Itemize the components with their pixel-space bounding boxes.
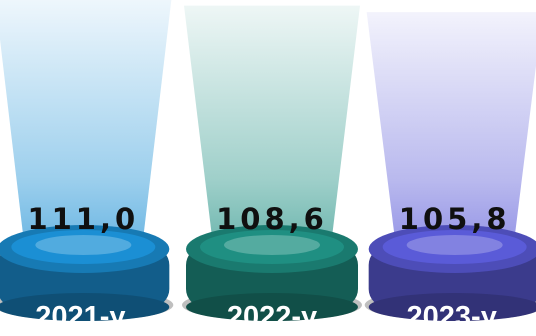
bar-beam-2022-y bbox=[184, 5, 360, 237]
pedestal-base bbox=[368, 293, 536, 321]
category-label-2023-y.: 2023-y. bbox=[407, 301, 503, 333]
pedestal-highlight bbox=[406, 235, 503, 255]
bar-beam-2023-y. bbox=[366, 12, 536, 237]
value-label-2023-y.: 105,8 bbox=[399, 202, 511, 236]
category-label-2021-y.: 2021-y. bbox=[35, 301, 131, 333]
pedestal-highlight bbox=[35, 235, 132, 255]
pedestal-base bbox=[186, 293, 358, 321]
pedestal-2022-y bbox=[182, 225, 362, 321]
value-label-2022-y: 108,6 bbox=[216, 202, 328, 236]
bar-beam-2021-y. bbox=[0, 0, 172, 237]
value-label-2021-y.: 111,0 bbox=[27, 202, 139, 236]
pedestal-2021-y. bbox=[0, 225, 174, 321]
pedestal-base bbox=[0, 293, 170, 321]
pedestal-2023-y. bbox=[364, 225, 536, 321]
category-label-2022-y: 2022-y bbox=[227, 301, 317, 333]
pedestal-highlight bbox=[224, 235, 320, 255]
